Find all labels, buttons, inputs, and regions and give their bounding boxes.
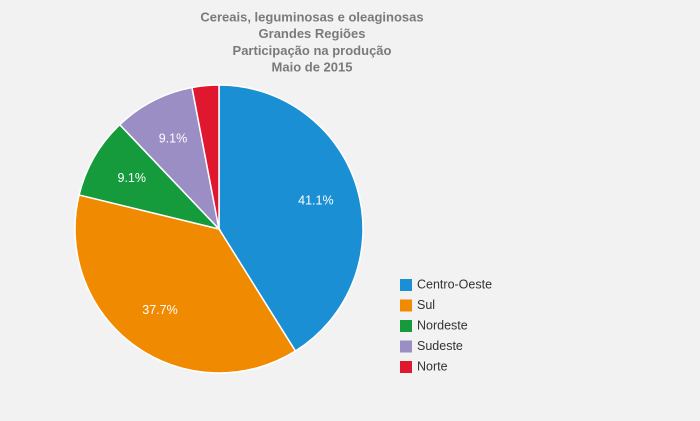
data-label: 37.7% xyxy=(142,303,177,317)
pie-slice xyxy=(218,84,364,353)
pie-slice xyxy=(191,84,220,230)
legend-swatch xyxy=(400,320,412,332)
legend-swatch xyxy=(400,279,412,291)
data-label: 41.1% xyxy=(298,193,333,207)
pie-slice xyxy=(118,86,221,232)
legend-swatch xyxy=(400,340,412,353)
data-label: 9.1% xyxy=(159,132,188,146)
legend-label: Nordeste xyxy=(417,318,468,332)
legend-label: Sul xyxy=(417,298,435,312)
pie-slice xyxy=(78,123,222,231)
data-label: 9.1% xyxy=(118,171,147,185)
legend-swatch xyxy=(400,361,412,373)
pie-slice xyxy=(74,194,297,374)
chart-title: Cereais, leguminosas e oleaginosas xyxy=(200,9,423,24)
legend-label: Norte xyxy=(417,359,448,373)
chart-title: Participação na produção xyxy=(233,43,392,58)
chart-title: Maio de 2015 xyxy=(272,60,353,75)
legend-swatch xyxy=(400,299,412,312)
legend-label: Sudeste xyxy=(417,339,463,353)
chart-title: Grandes Regiões xyxy=(259,26,366,41)
legend-label: Centro-Oeste xyxy=(417,277,492,291)
